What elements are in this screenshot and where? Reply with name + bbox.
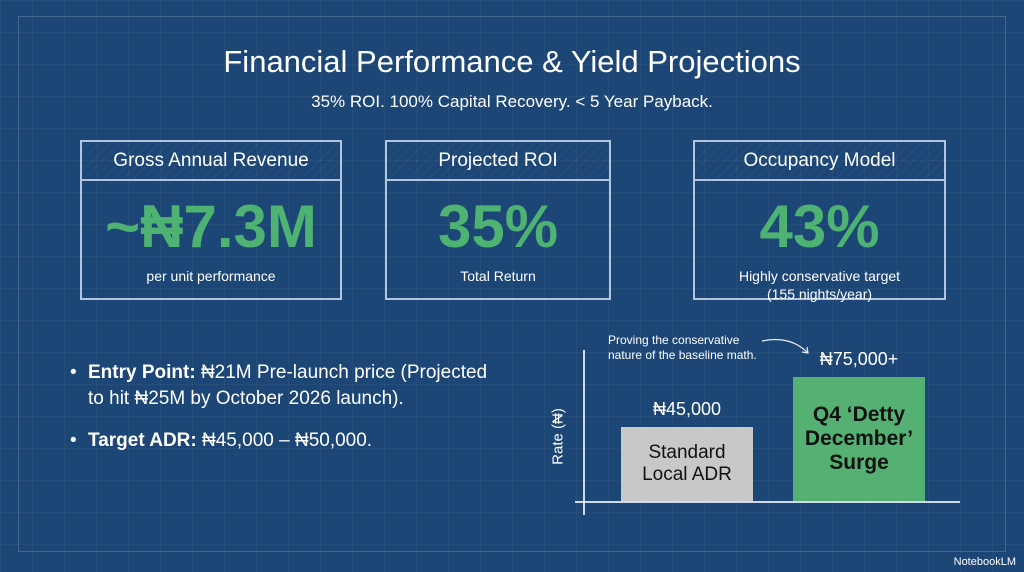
chart-bar-value-label: ₦45,000 (652, 398, 722, 419)
card-caption: Highly conservative target (738, 268, 901, 284)
chart-y-axis (583, 350, 585, 515)
chart-annotation: Proving the conservative nature of the b… (608, 333, 757, 362)
bullet-label: Target ADR: (88, 430, 197, 451)
card-occupancy-model: Occupancy Model 43% Highly conservative … (693, 140, 946, 302)
card-gross-revenue: Gross Annual Revenue ~₦7.3M per unit per… (80, 140, 342, 300)
chart-bar-value-label: ₦75,000+ (819, 349, 899, 369)
chart-bar-category: Standard Local ADR (642, 441, 732, 485)
card-heading: Occupancy Model (695, 142, 944, 181)
card-value: 35% (437, 193, 559, 260)
bullet-text: ₦45,000 – ₦50,000. (196, 430, 373, 451)
bullet-text: ₦21M Pre-launch price (Projected to hit … (88, 362, 488, 409)
slide-subtitle: 35% ROI. 100% Capital Recovery. < 5 Year… (311, 92, 713, 111)
card-projected-roi: Projected ROI 35% Total Return (385, 140, 611, 300)
card-caption-2: (155 nights/year) (766, 286, 873, 302)
blueprint-frame (18, 16, 1006, 552)
chart-x-axis (575, 501, 960, 503)
bullet-list: Entry Point: ₦21M Pre-launch price (Proj… (70, 360, 490, 470)
card-caption: Total Return (460, 268, 536, 284)
annotation-arrow-icon (761, 338, 809, 354)
chart-bar: Q4 ‘Detty December’ Surge (793, 377, 925, 501)
card-heading: Gross Annual Revenue (82, 142, 340, 181)
card-value: 43% (759, 193, 880, 260)
chart-bar: Standard Local ADR (621, 426, 753, 501)
chart-bar-category: Q4 ‘Detty December’ Surge (804, 403, 914, 474)
bullet-target-adr: Target ADR: ₦45,000 – ₦50,000. (70, 428, 490, 454)
card-caption: per unit performance (146, 268, 276, 284)
chart-y-label: Rate (₦) (549, 408, 567, 465)
bullet-label: Entry Point: (88, 362, 196, 383)
notebooklm-brand: NotebookLM (953, 556, 1016, 568)
slide-title: Financial Performance & Yield Projection… (223, 44, 801, 79)
card-value: ~₦7.3M (105, 193, 317, 260)
card-heading: Projected ROI (387, 142, 609, 181)
bullet-entry-point: Entry Point: ₦21M Pre-launch price (Proj… (70, 360, 490, 412)
